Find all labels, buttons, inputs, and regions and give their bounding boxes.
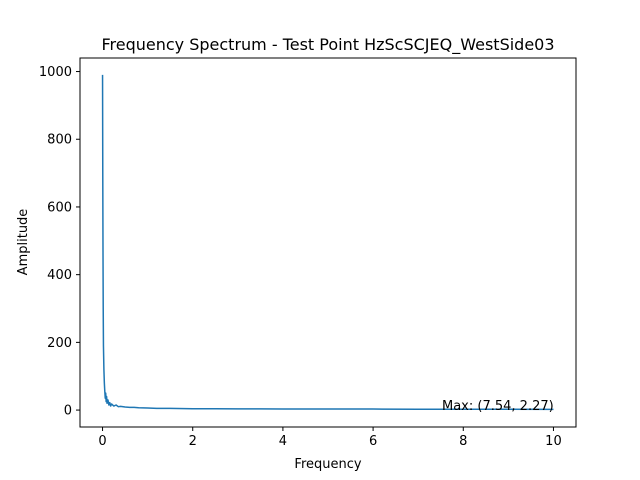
y-tick-label: 600 — [47, 200, 72, 215]
x-tick-label: 8 — [459, 434, 467, 449]
y-axis-label: Amplitude — [16, 209, 31, 276]
x-tick-label: 10 — [545, 434, 562, 449]
y-tick-label: 1000 — [39, 65, 72, 80]
x-axis-ticks: 0 2 4 6 8 10 — [98, 427, 562, 449]
series-line — [101, 74, 554, 411]
x-tick-label: 2 — [189, 434, 197, 449]
y-axis-ticks: 0 200 400 600 800 1000 — [39, 65, 80, 419]
y-tick-label: 400 — [47, 268, 72, 283]
x-tick-label: 4 — [279, 434, 287, 449]
x-tick-label: 6 — [369, 434, 377, 449]
x-axis-label: Frequency — [294, 457, 361, 472]
series-layer — [101, 74, 554, 411]
x-tick-label: 0 — [98, 434, 106, 449]
plot-frame — [79, 57, 577, 428]
max-annotation: Max: (7.54, 2.27) — [442, 399, 554, 414]
chart-title: Frequency Spectrum - Test Point HzScSCJE… — [101, 35, 554, 55]
y-tick-label: 0 — [64, 404, 72, 419]
y-tick-label: 200 — [47, 336, 72, 351]
y-tick-label: 800 — [47, 133, 72, 148]
